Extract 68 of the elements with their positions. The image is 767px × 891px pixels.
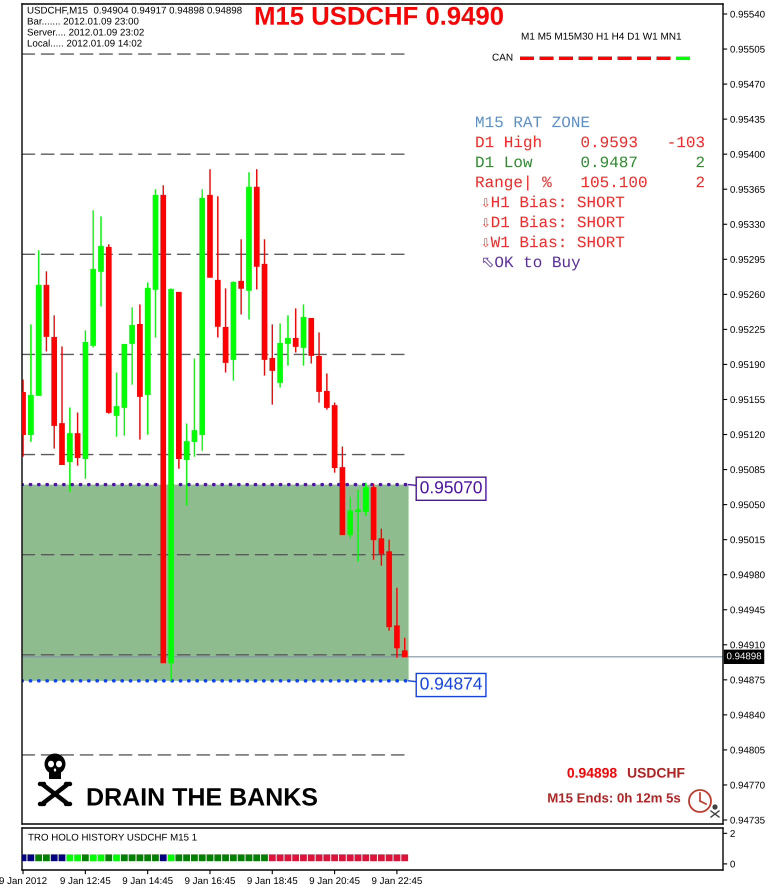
y-tick-label: 0 [730, 860, 735, 868]
candlestick [355, 488, 361, 562]
y-tick-label: 0.95330 [730, 221, 765, 228]
annotation: ⬁OK to Buy [483, 256, 580, 270]
candlestick [238, 238, 244, 316]
annotation: Local..... 2012.01.09 14:02 [28, 39, 142, 47]
x-tick-label: 9 Jan 16:45 [185, 877, 235, 884]
chart-title: TRO HOLO HISTORY USDCHF M15 1 [28, 834, 197, 841]
annotation: D1 High 0.9593 -103 [476, 136, 704, 150]
annotation: M1 M5 M15M30 H1 H4 D1 W1 MN1 [522, 32, 682, 40]
annotation: Bar....... 2012.01.09 23:00 [28, 18, 139, 25]
y-tick-label: 0.95190 [730, 361, 765, 368]
y-tick-label: 0.95435 [730, 116, 765, 123]
y-tick-label: 0.95085 [730, 466, 765, 474]
y-tick-label: 0.94735 [730, 816, 765, 824]
candlestick [114, 372, 120, 438]
annotation: USDCHF,M15 0.94904 0.94917 0.94898 0.94898 [28, 6, 242, 15]
x-tick-label: 9 Jan 12:45 [60, 877, 110, 884]
y-tick-label: 0.95295 [730, 256, 765, 263]
y-tick-label: 0.94945 [730, 606, 765, 614]
candlestick [292, 308, 298, 354]
chart-title: M15 USDCHF 0.9490 [256, 6, 503, 25]
y-tick-label: 0.95050 [730, 501, 765, 508]
annotation: ⇩D1 Bias: SHORT [482, 216, 624, 228]
candlestick [378, 528, 384, 566]
candlestick [184, 422, 190, 506]
y-tick-label: 0.95155 [730, 396, 765, 404]
candlestick [269, 324, 276, 406]
annotation: D1 Low 0.9487 2 [476, 156, 704, 168]
annotation: M15 RAT ZONE [476, 116, 590, 128]
annotation: CAN [492, 54, 512, 61]
y-tick-label: 0.94840 [730, 712, 765, 718]
y-tick-label: 0.95400 [730, 150, 765, 158]
annotation: ⇩H1 Bias: SHORT [482, 196, 624, 208]
candlestick [129, 306, 135, 386]
x-tick-label: 9 Jan 14:45 [122, 877, 173, 884]
y-tick-label: 0.95365 [730, 186, 765, 193]
y-tick-label: 0.94875 [730, 676, 765, 684]
y-tick-label: 0.94805 [730, 746, 765, 754]
annotation: USDCHF [628, 768, 684, 778]
candlestick [402, 637, 408, 658]
annotation: ⇩W1 Bias: SHORT [482, 236, 624, 248]
y-tick-label: 0.95470 [730, 80, 765, 88]
ref-line-label: 0.95070 [420, 481, 482, 494]
y-tick-label: 0.94980 [730, 571, 765, 578]
candlestick [324, 372, 330, 410]
y-tick-label: 0.95540 [730, 10, 765, 18]
annotation: M15 Ends: 0h 12m 5s [548, 792, 680, 803]
ref-line-label: 0.94874 [420, 677, 482, 690]
y-tick-label: 0.94910 [730, 642, 765, 648]
x-tick-label: 9 Jan 18:45 [247, 877, 298, 884]
x-tick-label: 9 Jan 20:45 [310, 877, 360, 884]
y-tick-label: 0.95015 [730, 536, 765, 544]
candlestick [285, 314, 291, 366]
annotation: Server.... 2012.01.09 23:02 [27, 28, 144, 36]
y-tick-label: 0.94770 [730, 782, 765, 789]
x-tick-label: 9 Jan 22:45 [372, 877, 422, 884]
y-tick-label: 0.95505 [730, 46, 765, 53]
y-tick-label: 2 [730, 830, 735, 837]
y-tick-label: 0.95260 [730, 291, 765, 298]
annotation: DRAIN THE BANKS [88, 788, 317, 806]
ref-line-label: 0.94898 [726, 652, 762, 660]
annotation: 0.94898 [567, 768, 617, 778]
y-tick-label: 0.95225 [730, 326, 765, 334]
candlestick [192, 358, 198, 458]
candlestick [394, 587, 400, 658]
y-tick-label: 0.95120 [730, 431, 765, 438]
annotation: Range| % 105.100 2 [476, 176, 704, 190]
